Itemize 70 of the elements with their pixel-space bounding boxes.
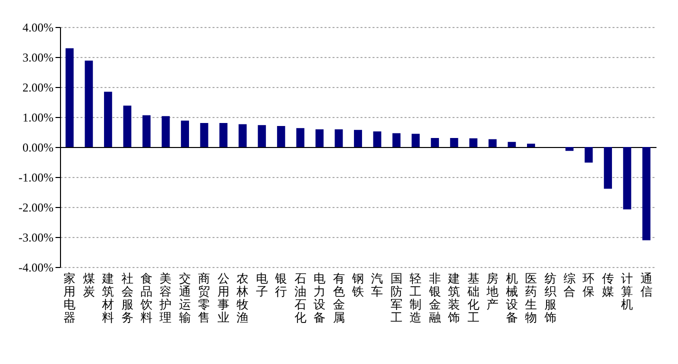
bar — [66, 48, 74, 147]
bar — [104, 92, 112, 147]
bar — [412, 134, 420, 147]
bar — [142, 115, 151, 147]
x-tick-label: 通信 — [640, 272, 652, 298]
y-tick-label: 4.00% — [22, 20, 54, 34]
bar — [162, 116, 170, 147]
bar — [469, 138, 478, 147]
x-tick-label: 房地产 — [486, 272, 499, 312]
x-tick-label: 机械设备 — [506, 272, 518, 324]
x-tick-label: 轻工制造 — [410, 272, 422, 324]
x-tick-label: 电子 — [256, 272, 268, 298]
x-tick-label: 农林牧渔 — [236, 272, 249, 324]
x-tick-label: 建筑装饰 — [447, 272, 460, 324]
bar — [508, 142, 516, 147]
bar — [354, 130, 362, 147]
bar — [604, 147, 612, 189]
x-tick-label: 基础化工 — [466, 272, 480, 324]
x-tick-label: 电力设备 — [314, 272, 326, 324]
y-tick-label: 3.00% — [22, 50, 54, 64]
y-tick-label: 2.00% — [22, 80, 54, 94]
y-tick-label: -3.00% — [18, 230, 54, 244]
x-tick-label: 社会服务 — [121, 272, 134, 324]
bar — [623, 147, 632, 210]
x-tick-label: 综合 — [563, 272, 576, 298]
x-tick-label: 钢铁 — [351, 272, 364, 298]
bar — [526, 144, 536, 147]
bar — [296, 128, 304, 147]
x-tick-label: 家用电器 — [64, 272, 76, 324]
bar — [450, 138, 458, 147]
bar — [642, 147, 650, 240]
bar — [488, 139, 497, 147]
y-tick-label: -4.00% — [18, 260, 54, 274]
bar — [258, 125, 266, 147]
bar — [430, 138, 439, 147]
bar — [238, 124, 247, 147]
bar — [277, 126, 286, 147]
x-tick-label: 传媒 — [602, 272, 614, 298]
bar — [219, 123, 228, 147]
y-tick-label: 0.00% — [22, 140, 54, 154]
x-tick-label: 石油石化 — [294, 272, 306, 324]
bar — [180, 120, 190, 147]
x-tick-label: 环保 — [582, 272, 595, 298]
bar — [584, 147, 593, 163]
x-tick-label: 汽车 — [371, 272, 384, 298]
x-tick-label: 食品饮料 — [140, 272, 153, 324]
x-tick-label: 建筑材料 — [101, 272, 114, 324]
y-tick-label: -1.00% — [18, 170, 54, 184]
y-tick-label: -2.00% — [18, 200, 54, 214]
bar — [200, 123, 208, 147]
x-tick-label: 纺织服饰 — [543, 272, 556, 324]
x-tick-label: 有色金属 — [332, 272, 345, 324]
x-tick-label: 商贸零售 — [198, 272, 210, 324]
bar — [316, 129, 324, 147]
bar — [392, 133, 400, 147]
bar — [123, 106, 132, 147]
x-tick-label: 美容护理 — [158, 272, 172, 324]
bar — [334, 129, 343, 147]
bar — [373, 131, 382, 147]
x-tick-label: 银行 — [274, 272, 288, 298]
y-tick-label: 1.00% — [22, 110, 54, 124]
x-tick-label: 非银金融 — [428, 272, 441, 324]
x-tick-label: 医药生物 — [525, 272, 538, 324]
bar — [565, 147, 574, 151]
x-tick-label: 计算机 — [621, 272, 634, 312]
x-tick-label: 交通运输 — [178, 272, 191, 324]
bar — [84, 60, 93, 147]
x-tick-label: 煤炭 — [82, 272, 95, 298]
x-tick-label: 公用事业 — [217, 272, 230, 324]
x-tick-label: 国防军工 — [390, 272, 402, 324]
